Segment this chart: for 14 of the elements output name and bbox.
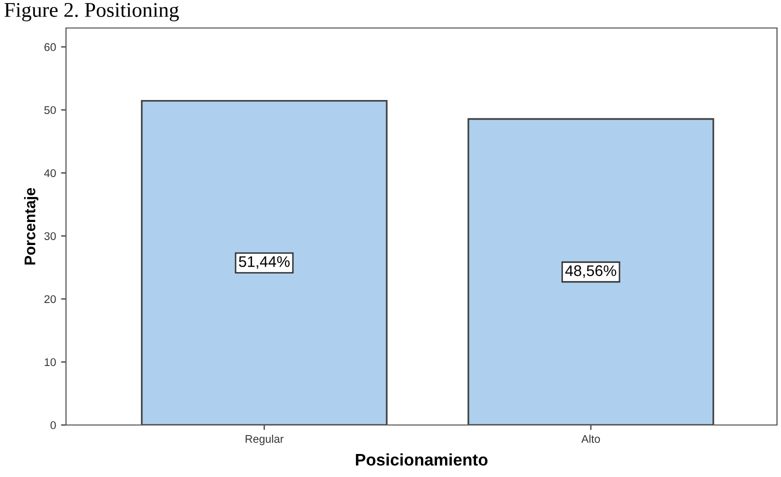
y-tick-label: 50 bbox=[44, 106, 56, 114]
x-axis-title: Posicionamiento bbox=[356, 453, 488, 466]
data-label: 48,56% bbox=[565, 265, 616, 278]
x-tick-label: Regular bbox=[246, 434, 284, 446]
y-tick-label: 0 bbox=[50, 421, 56, 430]
y-tick-label: 40 bbox=[44, 169, 56, 178]
y-tick-label: 60 bbox=[44, 43, 56, 52]
x-tick-label: Alto bbox=[581, 434, 600, 443]
y-tick-label: 20 bbox=[44, 295, 56, 304]
y-axis-title: Porcentaje bbox=[24, 188, 38, 265]
y-tick-label: 30 bbox=[44, 232, 56, 240]
y-tick-label: 10 bbox=[44, 358, 56, 366]
data-label: 51,44% bbox=[238, 256, 290, 269]
chart-title: Figure 2. Positioning bbox=[4, 2, 179, 22]
